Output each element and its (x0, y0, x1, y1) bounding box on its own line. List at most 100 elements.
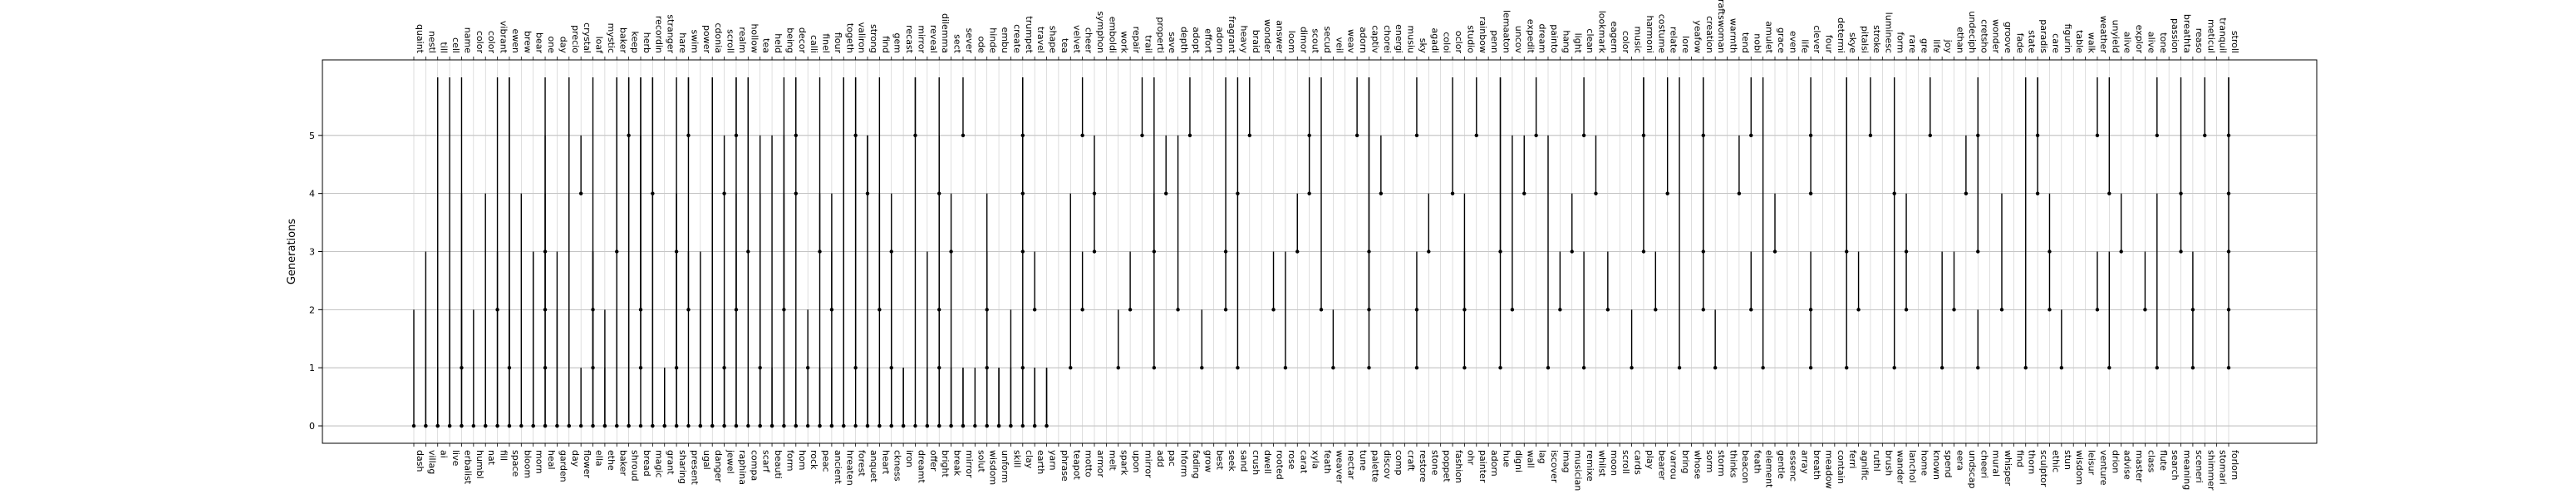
x-tick-label-bottom: heart (880, 450, 891, 475)
x-tick-label-top: depth (1179, 27, 1190, 53)
x-tick-label-top: light (1573, 33, 1584, 54)
lineage-node (1534, 133, 1538, 138)
x-tick-label-bottom: beacon (1740, 450, 1751, 483)
x-tick-label-top: tea (761, 38, 772, 53)
lineage-node (495, 423, 499, 428)
x-tick-label-top: recast (904, 25, 915, 54)
x-tick-label-bottom: upon (1131, 450, 1142, 473)
lineage-node (1605, 308, 1610, 312)
x-tick-label-top: adorn (1215, 27, 1226, 53)
x-tick-label-bottom: ella (594, 450, 605, 467)
x-tick-label-bottom: seek (1227, 450, 1237, 472)
x-tick-label-bottom: poppet (1442, 450, 1453, 482)
x-tick-label-bottom: best (1215, 450, 1226, 470)
x-tick-label-top: flour (833, 32, 843, 54)
lineage-node (543, 250, 548, 254)
x-tick-label-bottom: digni (1513, 450, 1524, 472)
x-tick-label-top: realm (737, 27, 748, 53)
lineage-node (1845, 250, 1849, 254)
lineage-node (961, 133, 966, 138)
x-tick-label-bottom: bring (1680, 450, 1691, 474)
x-tick-label-bottom: leisur (2087, 450, 2097, 476)
x-tick-label-bottom: hform (1179, 450, 1190, 477)
lineage-node (746, 423, 750, 428)
x-tick-label-top: trumpet (1024, 16, 1035, 53)
lineage-node (758, 365, 762, 370)
lineage-node (1939, 365, 1944, 370)
lineage-node (1630, 365, 1634, 370)
x-tick-label-bottom: sand (1238, 450, 1249, 472)
x-tick-label-bottom: craft (1406, 450, 1417, 472)
x-tick-label-bottom: form (784, 450, 795, 472)
x-tick-label-bottom: rose (1286, 450, 1297, 470)
x-tick-label-top: skye (1847, 32, 1858, 53)
x-tick-label-bottom: imag (1561, 450, 1571, 473)
x-tick-label-bottom: comp (1394, 450, 1404, 475)
x-tick-label-top: life (1931, 39, 1942, 53)
x-tick-label-bottom: earth (1035, 450, 1046, 474)
lineage-node (2048, 308, 2052, 312)
x-tick-label-top: travel (1035, 27, 1046, 53)
lineage-node (1928, 133, 1932, 138)
lineage-node (1952, 308, 1956, 312)
x-tick-label-bottom: whisper (2003, 450, 2013, 487)
lineage-node (853, 133, 858, 138)
lineage-node (2179, 191, 2183, 195)
x-tick-label-bottom: ethic (2050, 450, 2061, 472)
x-tick-label-top: tend (1740, 32, 1751, 53)
x-tick-label-top: scout (1310, 28, 1321, 53)
lineage-node (937, 308, 941, 312)
lineage-node (638, 308, 643, 312)
x-tick-label-top: recordin (653, 16, 664, 53)
x-tick-label-bottom: brush (1883, 450, 1894, 476)
x-tick-label-bottom: fading (1191, 450, 1202, 479)
x-tick-label-bottom: ai (439, 450, 450, 458)
x-tick-label-top: answer (1275, 20, 1286, 53)
lineage-node (602, 423, 607, 428)
x-tick-label-top: braid (1251, 30, 1261, 53)
x-tick-label-top: mirror (916, 25, 927, 53)
x-tick-label-top: form (1895, 32, 1906, 53)
x-tick-label-top: expedit (1525, 19, 1536, 54)
lineage-node (1772, 250, 1777, 254)
lineage-node (794, 191, 798, 195)
y-tick-label: 2 (309, 304, 315, 315)
x-tick-label-bottom: essenc (1787, 450, 1798, 482)
x-tick-label-top: sever (964, 28, 975, 54)
x-tick-label-top: symphon (1095, 11, 1106, 53)
x-tick-label-bottom: garden (558, 450, 568, 482)
x-tick-label-top: loom (1286, 31, 1297, 53)
x-tick-label-top: weather (2098, 16, 2109, 54)
top-labels: quaint nestl till cell name color color vibrant… (413, 0, 2240, 60)
x-tick-label-bottom: whilst (1596, 450, 1607, 477)
lineage-node (734, 308, 739, 312)
lineage-node (1665, 191, 1669, 195)
x-tick-label-bottom: scroll (1620, 450, 1631, 474)
lineage-node (1020, 423, 1025, 428)
lineage-node (1379, 191, 1384, 195)
lineage-node (937, 423, 941, 428)
x-tick-label-top: name (462, 27, 473, 53)
lineage-node (1414, 308, 1419, 312)
lineage-node (1152, 250, 1157, 254)
x-tick-label-bottom: present (689, 450, 700, 486)
x-tick-label-bottom: villag (426, 450, 437, 474)
x-tick-label-top: dimor (1298, 27, 1309, 53)
lineage-node (1009, 423, 1013, 428)
lineage-node (1414, 133, 1419, 138)
lineage-node (1498, 365, 1502, 370)
x-tick-label-bottom: spend (1943, 450, 1954, 477)
x-tick-label-bottom: xyla (1310, 450, 1321, 469)
x-tick-label-bottom: meaning (2182, 450, 2193, 490)
lineage-node (782, 423, 786, 428)
lineage-node (1020, 250, 1025, 254)
x-tick-label-bottom: dreamt (916, 450, 927, 483)
lineage-node (1570, 250, 1574, 254)
lineage-node (782, 308, 786, 312)
x-tick-label-bottom: play (1644, 450, 1655, 470)
x-tick-label-bottom: stone (1429, 450, 1440, 476)
lineage-node (2048, 250, 2052, 254)
x-tick-label-bottom: ferri (1847, 450, 1858, 469)
lineage-node (2107, 191, 2111, 195)
x-tick-label-top: quaint (415, 24, 425, 54)
